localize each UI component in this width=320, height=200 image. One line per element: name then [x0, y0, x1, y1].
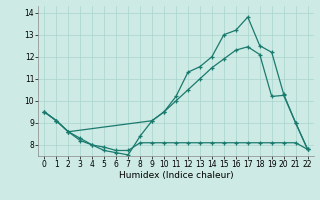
X-axis label: Humidex (Indice chaleur): Humidex (Indice chaleur): [119, 171, 233, 180]
